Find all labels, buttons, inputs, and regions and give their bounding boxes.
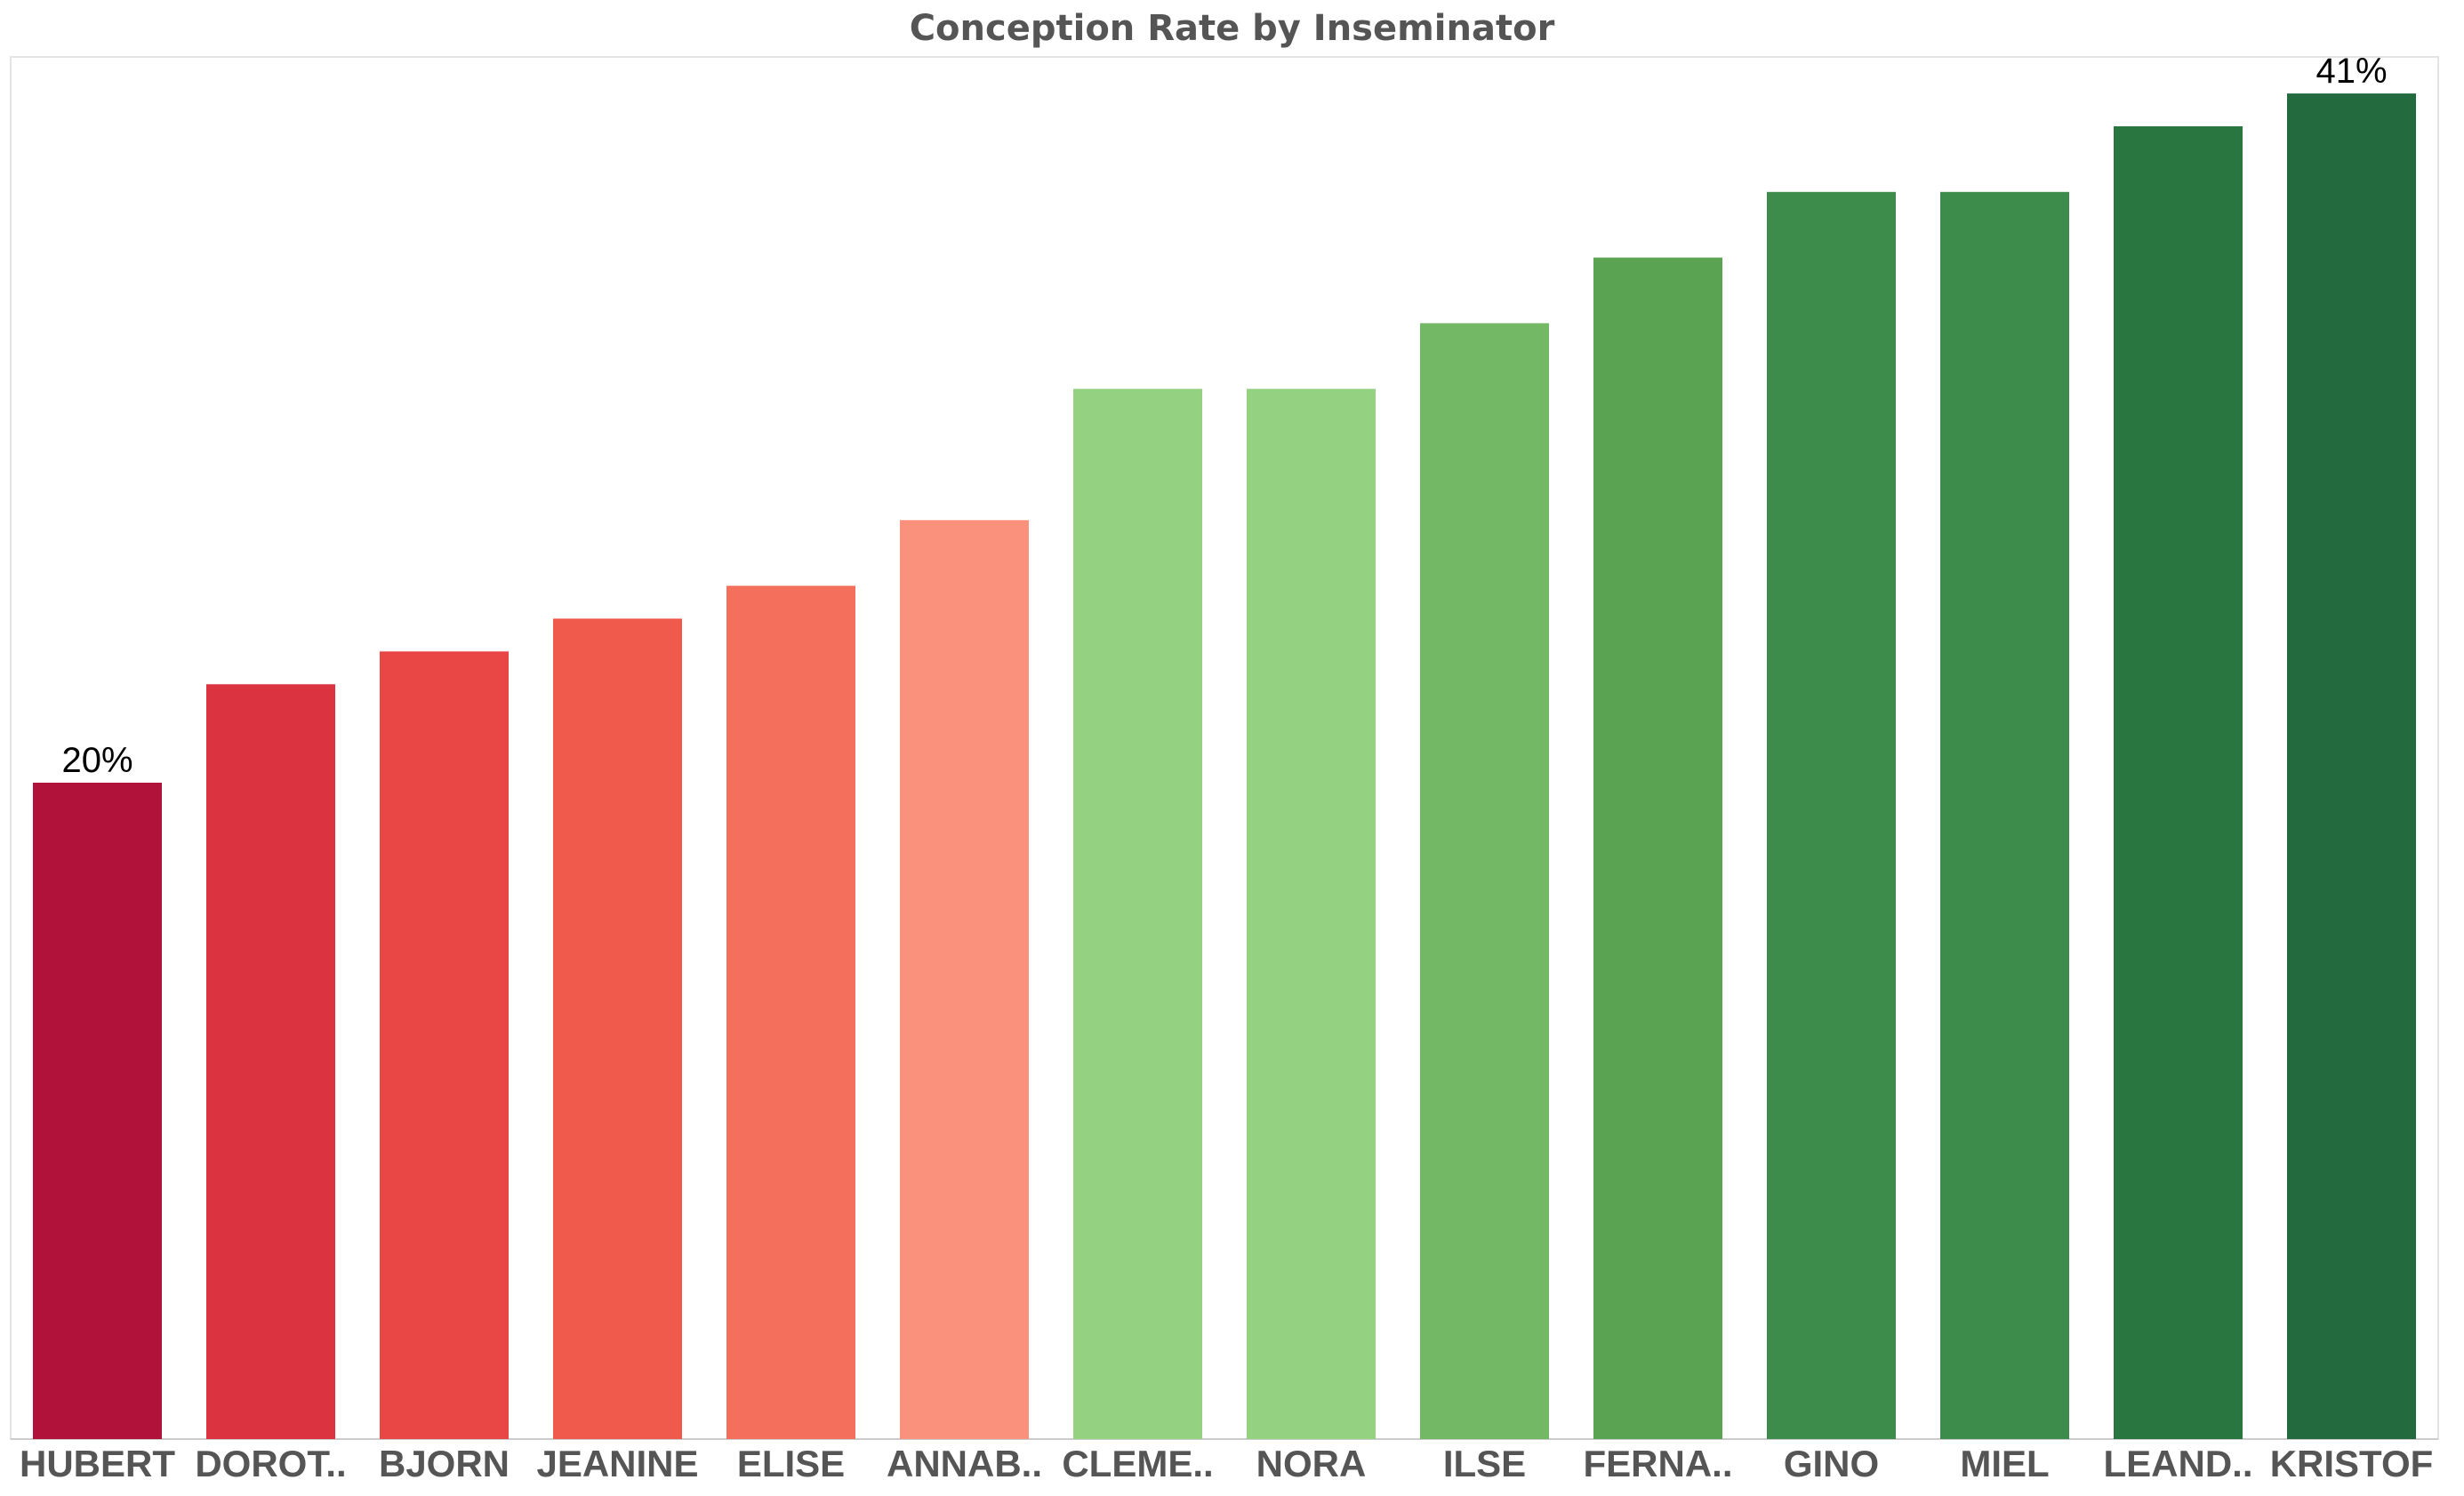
x-tick-label-2: BJORN [379,1443,510,1484]
x-tick-label-11: MIEL [1960,1443,2049,1484]
bars-group [33,93,2416,1440]
x-tick-label-13: KRISTOF [2270,1443,2434,1484]
x-tick-label-12: LEAND.. [2104,1443,2253,1484]
bar-5[interactable] [900,519,1029,1439]
x-tick-label-4: ELISE [737,1443,845,1484]
data-label-13: 41% [2316,52,2387,91]
x-tick-label-9: FERNA.. [1584,1443,1733,1484]
x-tick-label-3: JEANINE [536,1443,698,1484]
x-tick-label-5: ANNAB.. [887,1443,1042,1484]
x-tick-label-0: HUBERT [20,1443,175,1484]
x-tick-label-10: GINO [1784,1443,1879,1484]
x-tick-label-6: CLEME.. [1062,1443,1213,1484]
data-labels-group: 20% 41% [61,52,2387,780]
bar-13[interactable] [2287,93,2416,1440]
bar-9[interactable] [1593,257,1722,1440]
x-tick-label-1: DOROT.. [195,1443,346,1484]
bar-10[interactable] [1767,191,1896,1439]
bar-0[interactable] [33,783,162,1439]
bar-12[interactable] [2114,126,2243,1439]
bar-4[interactable] [726,585,855,1439]
bar-3[interactable] [553,618,682,1440]
bar-7[interactable] [1247,389,1376,1440]
bar-8[interactable] [1420,323,1549,1439]
bar-2[interactable] [380,651,509,1439]
plot-area-border [10,56,2439,1440]
data-label-0: 20% [61,741,132,780]
x-tick-label-7: NORA [1256,1443,1367,1484]
chart-title: Conception Rate by Inseminator [910,8,1555,49]
bar-1[interactable] [206,684,335,1439]
bar-11[interactable] [1940,191,2069,1439]
x-tick-label-8: ILSE [1443,1443,1526,1484]
bar-6[interactable] [1073,389,1202,1440]
x-tick-labels-group: HUBERT DOROT.. BJORN JEANINE ELISE ANNAB.. CLE… [20,1443,2433,1484]
